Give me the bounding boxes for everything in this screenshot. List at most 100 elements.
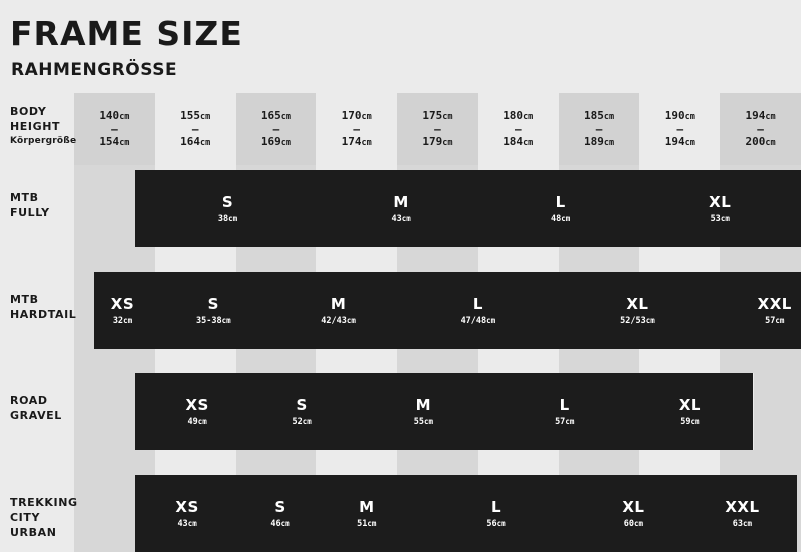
column-header: 180cm –184cm: [478, 93, 559, 165]
range-dash: –: [676, 122, 684, 136]
size-value: 51cm: [357, 518, 377, 529]
size-cell: L 48cm: [481, 170, 641, 247]
column-band: [558, 93, 640, 165]
column-range-from: 170cm: [341, 108, 372, 122]
range-dash: –: [757, 122, 764, 136]
size-value: 52/53cm: [620, 315, 655, 326]
size-label: XXL: [757, 294, 792, 313]
row-label-line2: CITY: [10, 511, 41, 524]
size-label: XXL: [725, 497, 760, 516]
size-label: L: [472, 294, 483, 313]
row-label-line2: FULLY: [10, 206, 50, 219]
column-range-from: 194cm: [745, 108, 776, 122]
column-range-to: 189cm: [583, 134, 615, 148]
row-label: MTB HARDTAIL: [10, 292, 76, 322]
size-label: L: [555, 192, 566, 211]
page-subtitle: RAHMENGRÖSSE: [11, 60, 178, 80]
column-range-from: 140cm: [99, 108, 130, 122]
page-title: FRAME SIZE: [10, 14, 243, 53]
range-dash: –: [111, 122, 118, 136]
size-label: L: [559, 395, 570, 414]
size-label: M: [393, 192, 409, 211]
row-axis-label: BODY HEIGHT Körpergröße: [10, 104, 76, 149]
size-label: XS: [110, 294, 135, 313]
size-label: XS: [175, 497, 199, 516]
size-label: S: [207, 294, 219, 313]
column-range-to: 164cm: [180, 134, 211, 148]
size-value: 59cm: [680, 416, 700, 427]
size-label: XL: [622, 497, 645, 516]
size-value: 46cm: [270, 518, 290, 529]
row-label-line1: ROAD: [10, 394, 48, 407]
column-header: 185cm –189cm: [559, 93, 640, 165]
size-cell: XS 49cm: [134, 373, 261, 450]
column-band: [74, 93, 155, 165]
size-value: 42/43cm: [321, 315, 356, 326]
size-cell: L 56cm: [413, 475, 580, 552]
range-dash: –: [514, 122, 522, 136]
size-label: XL: [678, 395, 701, 414]
size-label: XL: [709, 192, 732, 211]
size-cell: S 46cm: [239, 475, 322, 552]
column-range-from: 185cm: [583, 108, 615, 122]
range-dash: –: [272, 122, 280, 136]
size-value: 49cm: [187, 416, 207, 427]
row-label-line3: URBAN: [10, 526, 57, 539]
size-value: 48cm: [551, 213, 571, 224]
size-label: XS: [185, 395, 209, 414]
column-range-to: 174cm: [341, 134, 372, 148]
size-value: 63cm: [732, 518, 753, 529]
row-label: MTB FULLY: [10, 190, 50, 220]
column-header: 155cm –164cm: [155, 93, 236, 165]
size-cell: XS 32cm: [94, 272, 152, 349]
column-band: [720, 93, 801, 165]
row-label-line2: GRAVEL: [10, 409, 62, 422]
column-range-to: 184cm: [503, 134, 534, 148]
row-axis-line3: Körpergröße: [10, 136, 77, 146]
column-header: 140cm –154cm: [74, 93, 155, 165]
size-value: 60cm: [623, 518, 644, 529]
row-axis-line2: HEIGHT: [10, 120, 61, 133]
size-value: 38cm: [217, 213, 238, 224]
size-label: S: [274, 497, 286, 516]
column-range-from: 165cm: [260, 108, 291, 122]
range-dash: –: [595, 122, 603, 136]
column-header: 190cm –194cm: [639, 93, 720, 165]
size-label: S: [221, 192, 234, 211]
column-band: [397, 93, 478, 165]
column-range-to: 200cm: [745, 134, 776, 148]
row-axis-line1: BODY: [10, 105, 47, 118]
size-label: XL: [626, 294, 649, 313]
size-value: 32cm: [112, 315, 133, 326]
column-range-to: 179cm: [422, 134, 453, 148]
size-value: 55cm: [413, 416, 433, 427]
size-cell: XS 43cm: [134, 475, 241, 552]
size-cell: M 51cm: [320, 475, 415, 552]
size-label: S: [296, 395, 308, 414]
size-label: M: [359, 497, 375, 516]
size-value: 53cm: [710, 213, 730, 224]
size-value: 43cm: [391, 213, 411, 224]
column-range-from: 190cm: [664, 108, 695, 122]
size-cell: M 43cm: [320, 170, 483, 247]
column-range-to: 194cm: [664, 134, 695, 148]
size-label: L: [491, 497, 502, 516]
size-value: 47/48cm: [460, 315, 496, 326]
size-cell: M 55cm: [344, 373, 504, 450]
size-cell: L 47/48cm: [401, 272, 556, 349]
size-cell: XL 53cm: [639, 170, 801, 247]
size-cell: XXL 57cm: [720, 272, 801, 349]
column-header: 194cm –200cm: [720, 93, 801, 165]
size-value: 52cm: [292, 416, 312, 427]
size-cell: S 38cm: [134, 170, 322, 247]
column-header: 175cm –179cm: [397, 93, 478, 165]
column-header: 165cm –169cm: [236, 93, 317, 165]
row-label: ROAD GRAVEL: [10, 393, 62, 423]
range-dash: –: [434, 122, 441, 136]
size-value: 56cm: [486, 518, 506, 529]
column-range-to: 154cm: [99, 134, 130, 148]
column-range-from: 175cm: [422, 108, 453, 122]
row-label-line1: TREKKING: [10, 496, 78, 509]
size-label: M: [330, 294, 347, 313]
range-dash: –: [191, 122, 199, 136]
